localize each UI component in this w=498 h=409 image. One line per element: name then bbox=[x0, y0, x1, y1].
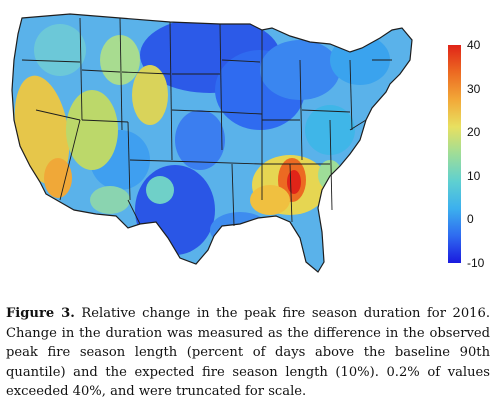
state-border-line bbox=[219, 23, 223, 151]
heat-region bbox=[34, 24, 86, 76]
state-border-line bbox=[35, 109, 81, 121]
state-border-line bbox=[127, 199, 141, 225]
colorbar-tick-label: 10 bbox=[467, 168, 481, 183]
state-border-line bbox=[301, 109, 351, 113]
heat-region bbox=[146, 176, 174, 204]
colorbar-tick-label: 0 bbox=[467, 212, 474, 227]
colorbar-tick-label: -10 bbox=[467, 256, 485, 270]
state-border-line bbox=[59, 119, 81, 201]
state-border-line bbox=[329, 119, 333, 211]
state-border-line bbox=[299, 59, 303, 161]
state-border-line bbox=[199, 161, 263, 165]
state-border-line bbox=[129, 159, 201, 163]
heat-region bbox=[44, 158, 72, 198]
caption-text: Relative change in the peak fire season … bbox=[6, 306, 491, 399]
heat-region bbox=[132, 65, 168, 125]
heat-region bbox=[318, 160, 342, 190]
heat-region bbox=[90, 186, 130, 214]
figure-caption: Figure 3. Relative change in the peak fi… bbox=[6, 304, 490, 402]
state-border-line bbox=[81, 69, 121, 73]
heat-region bbox=[66, 90, 118, 170]
state-borders bbox=[21, 17, 392, 227]
state-border-line bbox=[171, 109, 223, 113]
state-border-line bbox=[21, 59, 81, 63]
color-scale-bar bbox=[448, 45, 461, 263]
state-border-line bbox=[349, 119, 367, 131]
state-border-line bbox=[127, 121, 131, 201]
heat-region bbox=[175, 110, 225, 170]
state-border-line bbox=[81, 119, 129, 123]
state-border-line bbox=[349, 59, 353, 131]
colorbar-tick-label: 30 bbox=[467, 81, 481, 96]
state-border-line bbox=[289, 163, 293, 223]
state-border-line bbox=[121, 71, 171, 75]
heatmap-figure: 40 30 20 10 0 -10 bbox=[11, 13, 485, 273]
colorbar-tick-label: 40 bbox=[467, 38, 481, 52]
state-border-line bbox=[79, 17, 83, 121]
heat-region bbox=[14, 75, 70, 185]
heat-region bbox=[250, 185, 290, 215]
heat-region bbox=[287, 170, 301, 194]
heat-region bbox=[135, 165, 215, 255]
state-border-line bbox=[169, 21, 173, 161]
state-border-line bbox=[119, 17, 123, 131]
caption-label: Figure 3. bbox=[6, 306, 75, 321]
state-border-line bbox=[221, 59, 261, 63]
state-border-line bbox=[221, 111, 263, 115]
state-border-line bbox=[231, 163, 235, 227]
us-heatmap bbox=[11, 13, 413, 273]
colorbar-tick-label: 20 bbox=[467, 125, 481, 140]
